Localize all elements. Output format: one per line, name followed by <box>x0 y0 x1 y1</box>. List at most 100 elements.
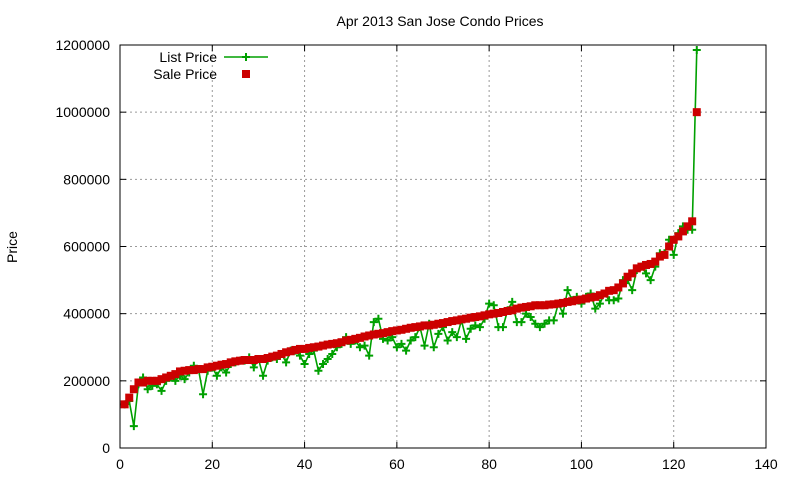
sale-price-point <box>457 315 466 324</box>
sale-price-point <box>162 373 171 382</box>
sale-price-point <box>655 252 664 261</box>
sale-price-point <box>157 375 166 384</box>
sale-price-point <box>637 262 646 271</box>
list-price-point <box>498 323 507 332</box>
list-price-point <box>595 299 604 308</box>
list-price-point <box>526 313 535 322</box>
list-price-point <box>563 286 572 295</box>
sale-price-point <box>208 362 217 371</box>
sale-price-point <box>383 328 392 337</box>
list-price-point <box>522 309 531 318</box>
sale-price-point <box>300 344 309 353</box>
sale-price-point <box>397 325 406 334</box>
list-price-point <box>531 319 540 328</box>
list-price-point <box>669 250 678 259</box>
sale-price-point <box>558 298 567 307</box>
sale-price-point <box>309 343 318 352</box>
y-tick-label: 1200000 <box>55 37 110 53</box>
y-tick-label: 0 <box>102 440 110 456</box>
y-tick-label: 400000 <box>63 306 110 322</box>
sale-price-point <box>452 316 461 325</box>
list-price-point <box>355 343 364 352</box>
sale-price-point <box>526 302 535 311</box>
sale-price-point <box>355 333 364 342</box>
sale-price-point <box>328 339 337 348</box>
sale-price-point <box>582 294 591 303</box>
x-tick-label: 120 <box>662 456 686 472</box>
sale-price-point <box>406 323 415 332</box>
list-price-point <box>448 328 457 337</box>
list-price-point <box>485 299 494 308</box>
list-price-point <box>392 343 401 352</box>
sale-price-point <box>392 326 401 335</box>
sale-price-point <box>448 317 457 326</box>
sale-price-point <box>572 296 581 305</box>
sale-price-point <box>282 348 291 357</box>
sale-price-point <box>498 307 507 316</box>
sale-price-point <box>346 335 355 344</box>
sale-price-point <box>139 378 148 387</box>
list-price-point <box>609 296 618 305</box>
sale-price-point <box>568 297 577 306</box>
list-price-point <box>443 336 452 345</box>
list-price-point <box>429 343 438 352</box>
sale-price-point <box>272 351 281 360</box>
sale-price-point <box>425 321 434 330</box>
legend-label-sale-price: Sale Price <box>153 66 217 82</box>
sale-price-point <box>245 356 254 365</box>
sale-price-point <box>379 329 388 338</box>
list-price-point <box>282 358 291 367</box>
sale-price-point <box>549 300 558 309</box>
sale-price-point <box>600 289 609 298</box>
sale-price-point <box>443 318 452 327</box>
sale-price-point <box>471 313 480 322</box>
list-price-point <box>157 386 166 395</box>
sale-price-point <box>674 232 683 241</box>
sale-price-point <box>351 334 360 343</box>
sale-price-point <box>295 344 304 353</box>
sale-price-point <box>614 283 623 292</box>
sale-price-point <box>222 360 231 369</box>
sale-price-point <box>692 108 701 117</box>
sale-price-point <box>342 336 351 345</box>
list-price-point <box>397 339 406 348</box>
sale-price-point <box>623 272 632 281</box>
list-price-point <box>591 304 600 313</box>
grid <box>120 45 766 448</box>
sale-price-point <box>411 323 420 332</box>
x-tick-label: 40 <box>297 456 313 472</box>
list-price-point <box>314 366 323 375</box>
sale-price-point <box>554 299 563 308</box>
sale-price-point <box>319 341 328 350</box>
sale-price-point <box>259 355 268 364</box>
sale-price-point <box>665 242 674 251</box>
sale-price-point <box>439 319 447 328</box>
sale-price-point <box>503 306 512 315</box>
sale-price-point <box>323 340 332 349</box>
sale-price-point <box>517 303 526 312</box>
sale-price-point <box>466 313 475 322</box>
list-price-point <box>420 341 429 350</box>
sale-price-point <box>678 227 687 236</box>
sale-price-point <box>586 293 595 302</box>
sale-price-point <box>480 311 489 320</box>
sale-price-point <box>591 292 600 301</box>
list-price-point <box>508 297 517 306</box>
list-price-point <box>549 316 558 325</box>
sale-price-point <box>683 222 692 231</box>
list-price-point <box>406 336 415 345</box>
list-price-point <box>360 341 369 350</box>
sale-price-point <box>545 300 554 309</box>
sale-price-point <box>489 309 498 318</box>
list-price-point <box>212 371 221 380</box>
list-price-point <box>466 324 475 333</box>
sale-price-point <box>305 343 314 352</box>
sale-price-point <box>512 304 521 313</box>
sale-price-point <box>595 291 604 300</box>
legend-marker-list-price <box>242 53 250 61</box>
list-price-point <box>535 323 544 332</box>
sale-price-point <box>337 338 346 347</box>
sale-price-point <box>125 393 134 402</box>
sale-price-point <box>508 306 517 315</box>
